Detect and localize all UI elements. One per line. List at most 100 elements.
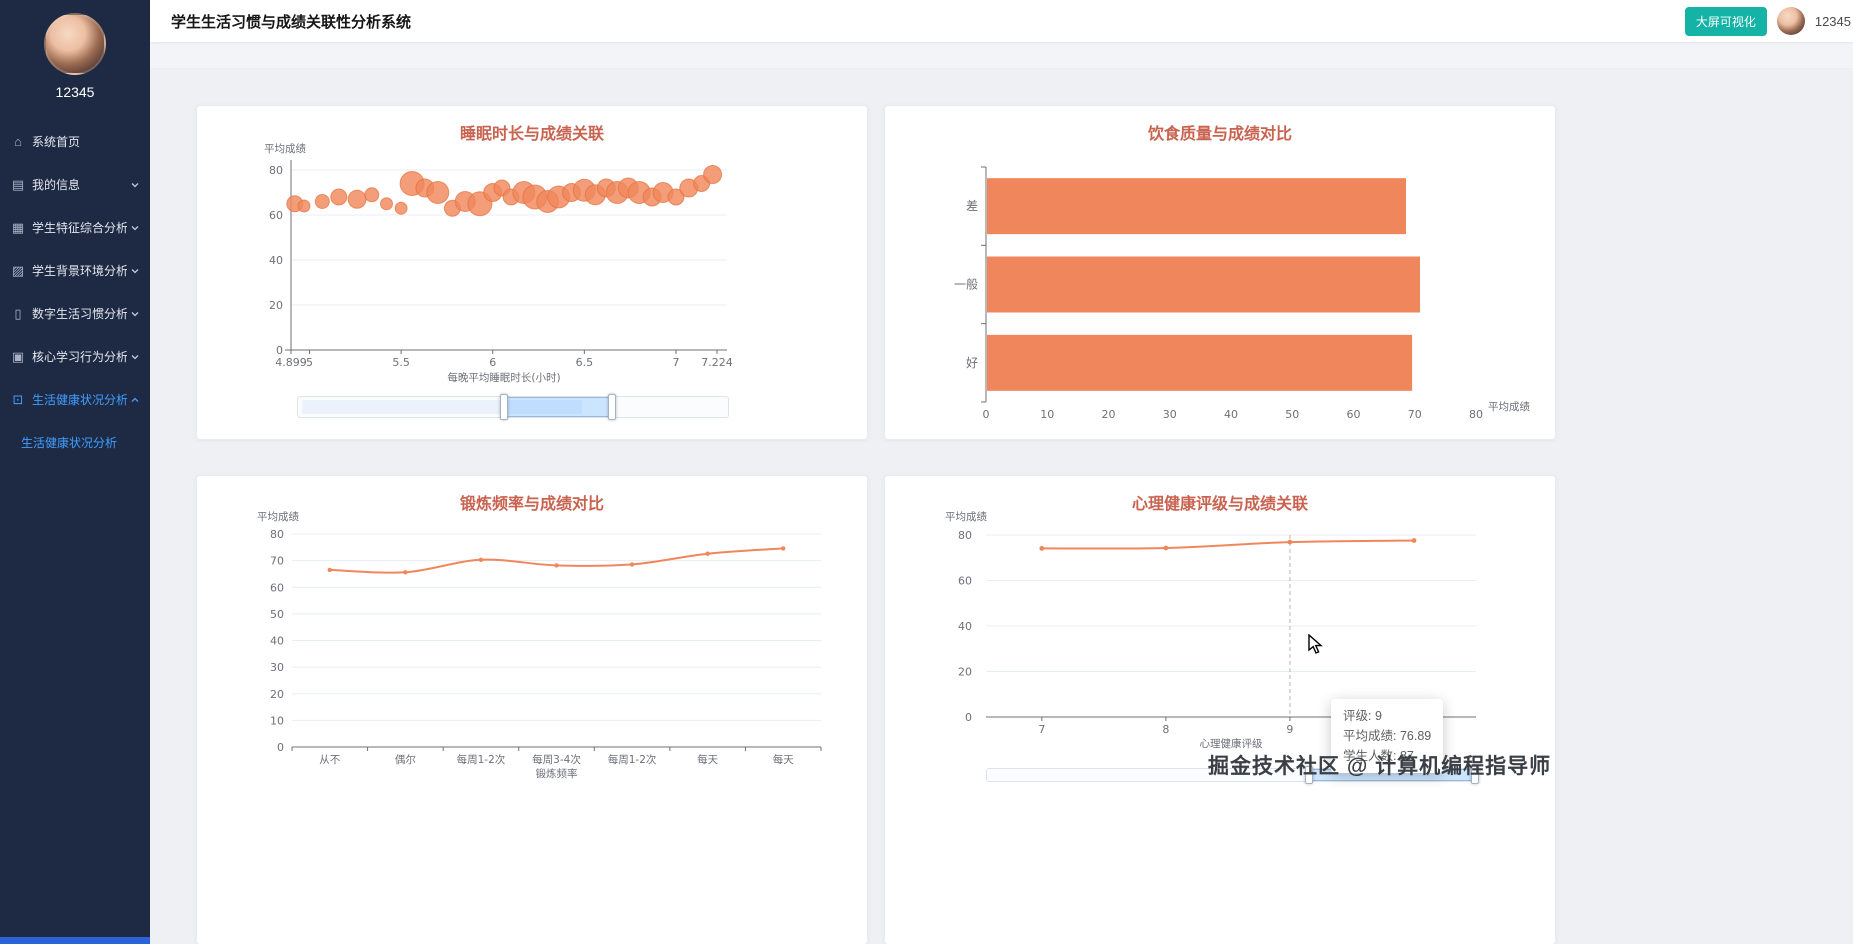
svg-text:平均成绩: 平均成绩 <box>1488 400 1530 413</box>
svg-text:10: 10 <box>270 714 284 727</box>
svg-text:每天: 每天 <box>773 753 794 766</box>
sidebar-item-home[interactable]: ⌂ 系统首页 <box>0 120 150 163</box>
sidebar-menu: ⌂ 系统首页 ▤ 我的信息 ▦ 学生特征综合分析 ▨ 学生背景环境分析 ▯ 数字… <box>0 120 150 463</box>
svg-text:一般: 一般 <box>954 277 978 292</box>
sidebar-item-label: 学生特征综合分析 <box>32 221 127 235</box>
datazoom-slider[interactable] <box>297 394 729 420</box>
svg-text:20: 20 <box>958 666 972 679</box>
sidebar-footer-strip <box>0 937 150 944</box>
svg-text:60: 60 <box>958 575 972 588</box>
svg-text:0: 0 <box>276 344 283 357</box>
home-icon: ⌂ <box>14 134 22 149</box>
svg-text:心理健康评级: 心理健康评级 <box>1200 737 1263 750</box>
svg-text:30: 30 <box>270 661 284 674</box>
sleep-score-scatter-chart[interactable]: 0 20 40 60 80 平均成绩 4.899 5 5.5 6 6.5 7 7.224 每晚平均睡眠时长… <box>197 106 869 441</box>
sidebar-item-learning-behavior[interactable]: ▣ 核心学习行为分析 <box>0 335 150 378</box>
sidebar-item-my-info[interactable]: ▤ 我的信息 <box>0 163 150 206</box>
svg-text:40: 40 <box>269 254 283 267</box>
sidebar-item-digital-habits[interactable]: ▯ 数字生活习惯分析 <box>0 292 150 335</box>
health-icon: ⊡ <box>12 391 24 407</box>
svg-text:每晚平均睡眠时长(小时): 每晚平均睡眠时长(小时) <box>447 371 560 384</box>
svg-text:80: 80 <box>269 164 283 177</box>
svg-text:40: 40 <box>958 620 972 633</box>
svg-text:20: 20 <box>1102 408 1116 421</box>
features-icon: ▦ <box>11 219 25 235</box>
svg-text:偶尔: 偶尔 <box>395 753 416 766</box>
svg-text:平均成绩: 平均成绩 <box>945 510 987 523</box>
card-diet-score: 饮食质量与成绩对比 差一般好 0 10 20 30 40 50 60 70 80 平均成绩 <box>884 105 1556 440</box>
svg-text:每周3-4次: 每周3-4次 <box>532 753 581 766</box>
svg-text:50: 50 <box>1285 408 1299 421</box>
header-username: 12345 <box>1814 13 1851 29</box>
card-sleep-score: 睡眠时长与成绩关联 0 20 40 60 80 平均成绩 4.899 5 5.5 6 6.5 7 7.2… <box>196 105 868 440</box>
chevron-down-icon <box>130 223 140 233</box>
svg-text:60: 60 <box>1347 408 1361 421</box>
tooltip-line: 平均成绩: 76.89 <box>1343 729 1432 743</box>
header-avatar[interactable] <box>1776 7 1805 35</box>
svg-text:差: 差 <box>966 199 978 213</box>
chart-title: 心理健康评级与成绩关联 <box>1131 496 1308 513</box>
svg-text:从不: 从不 <box>319 754 340 766</box>
sidebar-item-student-background[interactable]: ▨ 学生背景环境分析 <box>0 249 150 292</box>
svg-text:4.899: 4.899 <box>275 356 307 369</box>
page-title: 学生生活习惯与成绩关联性分析系统 <box>171 13 412 31</box>
sidebar-item-label: 我的信息 <box>32 178 81 192</box>
chevron-down-icon <box>130 309 140 319</box>
svg-text:40: 40 <box>1224 408 1238 421</box>
svg-text:7.224: 7.224 <box>701 356 733 369</box>
big-screen-button[interactable]: 大屏可视化 <box>1684 6 1767 36</box>
learning-icon: ▣ <box>11 348 25 364</box>
chevron-down-icon <box>130 180 140 190</box>
svg-text:好: 好 <box>966 356 978 370</box>
mental-score-line-chart[interactable]: 0 20 40 60 80 平均成绩 7 8 9 心理健康评级 <box>885 476 1557 944</box>
chevron-down-icon <box>130 352 140 362</box>
svg-text:70: 70 <box>1408 408 1422 421</box>
svg-text:5: 5 <box>306 356 313 369</box>
mouse-cursor-icon <box>1308 633 1326 661</box>
sidebar-subitem-label: 生活健康状况分析 <box>21 435 118 450</box>
svg-text:8: 8 <box>1162 723 1169 736</box>
sidebar-item-label: 系统首页 <box>32 135 81 149</box>
svg-text:80: 80 <box>1469 408 1483 421</box>
chevron-up-icon <box>130 395 140 405</box>
chart-title: 睡眠时长与成绩关联 <box>459 126 604 143</box>
sidebar-item-label: 学生背景环境分析 <box>32 264 127 278</box>
profile-photo[interactable] <box>44 13 106 75</box>
svg-text:9: 9 <box>1286 723 1293 736</box>
svg-text:5.5: 5.5 <box>392 356 410 369</box>
svg-text:30: 30 <box>1163 408 1177 421</box>
background-icon: ▨ <box>11 262 25 278</box>
svg-text:20: 20 <box>269 299 283 312</box>
sidebar-subitem-health-analysis[interactable]: 生活健康状况分析 <box>0 421 150 463</box>
svg-text:80: 80 <box>270 528 284 541</box>
svg-text:20: 20 <box>270 688 284 701</box>
svg-text:锻炼频率: 锻炼频率 <box>536 767 578 780</box>
svg-text:每周1-2次: 每周1-2次 <box>608 753 657 766</box>
sidebar-item-label: 核心学习行为分析 <box>32 350 127 364</box>
sidebar-item-health-analysis[interactable]: ⊡ 生活健康状况分析 <box>0 378 150 421</box>
svg-text:70: 70 <box>270 555 284 568</box>
card-mental-score: 心理健康评级与成绩关联 0 20 40 60 80 平均成绩 7 8 9 心理健康评级 评级: 9… <box>884 475 1556 944</box>
svg-text:80: 80 <box>958 529 972 542</box>
svg-text:60: 60 <box>269 209 283 222</box>
svg-text:平均成绩: 平均成绩 <box>257 510 299 523</box>
svg-text:平均成绩: 平均成绩 <box>264 142 306 155</box>
svg-text:7: 7 <box>1038 723 1045 736</box>
chart-title: 饮食质量与成绩对比 <box>1147 126 1292 143</box>
card-exercise-score: 锻炼频率与成绩对比 0 10 20 30 40 50 60 70 80 平均成绩 从不 偶尔 每周1-2… <box>196 475 868 944</box>
tooltip-line: 学生人数: 87 <box>1343 749 1414 763</box>
svg-text:每周1-2次: 每周1-2次 <box>457 753 506 766</box>
header-right: 大屏可视化 12345 <box>1684 6 1853 36</box>
sidebar-item-student-features[interactable]: ▦ 学生特征综合分析 <box>0 206 150 249</box>
chevron-down-icon <box>130 266 140 276</box>
datazoom-shadow <box>302 400 582 414</box>
svg-text:50: 50 <box>270 608 284 621</box>
svg-text:60: 60 <box>270 581 284 594</box>
sidebar-username: 12345 <box>55 84 95 100</box>
svg-text:0: 0 <box>965 711 972 724</box>
svg-text:6: 6 <box>489 356 496 369</box>
chart-title: 锻炼频率与成绩对比 <box>459 496 604 513</box>
